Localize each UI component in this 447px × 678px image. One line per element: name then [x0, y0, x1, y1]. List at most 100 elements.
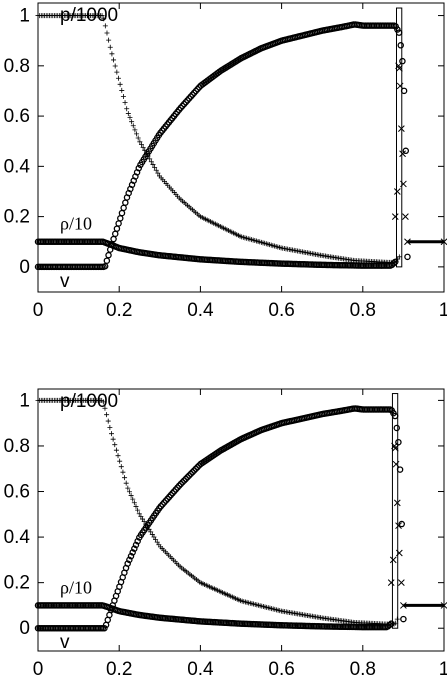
data-point: [135, 507, 141, 513]
data-point: [182, 475, 190, 483]
data-point: [393, 499, 401, 507]
data-point: [126, 489, 132, 495]
data-point: [387, 620, 395, 627]
data-point: [127, 115, 133, 121]
y-tick-label: 0: [19, 618, 30, 639]
data-point: [395, 438, 402, 446]
data-point: [102, 405, 108, 411]
x-tick-label: 0.8: [350, 300, 376, 321]
data-point: [396, 254, 402, 260]
y-tick-label: 0.4: [4, 527, 31, 548]
data-point: [124, 106, 130, 112]
data-point: [392, 23, 399, 30]
velocity-label: v: [60, 271, 70, 292]
data-point: [395, 522, 402, 530]
data-point: [395, 29, 403, 36]
data-point: [398, 125, 405, 133]
data-point: [136, 511, 142, 517]
data-point: [138, 513, 144, 519]
data-point: [109, 51, 115, 57]
data-point: [99, 13, 105, 19]
data-point: [194, 463, 201, 471]
data-point: [392, 258, 399, 266]
data-point: [192, 465, 200, 473]
y-tick-label: 0.4: [4, 156, 31, 177]
series-v: [34, 405, 407, 632]
data-point: [115, 220, 122, 227]
data-point: [105, 251, 112, 259]
data-point: [398, 579, 405, 587]
data-point: [117, 215, 124, 222]
pressure-label: p/1000: [60, 5, 118, 26]
y-tick-label: 0.2: [4, 207, 30, 228]
data-point: [120, 204, 127, 212]
x-tick-label: 0.6: [268, 659, 294, 678]
data-point: [140, 516, 146, 522]
data-point: [137, 139, 143, 145]
data-point: [106, 37, 112, 43]
y-tick-label: 0.6: [4, 482, 30, 503]
data-point: [400, 615, 407, 623]
series-ρ/10: [34, 602, 395, 631]
data-point: [107, 425, 113, 431]
x-tick-label: 0: [33, 300, 44, 321]
data-point: [130, 123, 136, 129]
shock-bar: [391, 393, 399, 629]
x-tick-label: 1: [439, 659, 447, 678]
y-tick-label: 0.2: [4, 573, 30, 594]
data-point: [112, 63, 118, 69]
density-label: ρ/10: [60, 577, 92, 597]
data-point: [389, 556, 397, 564]
data-point: [148, 159, 154, 165]
data-point: [111, 57, 117, 63]
chart-panel-top: 0 0.2 0.4 0.6 0.8 1 0 0.2 0.4 0.6 0.8 1 p/1000 ρ/10 v: [4, 2, 447, 321]
data-point: [100, 399, 106, 405]
x-tick-label: 0.6: [268, 300, 294, 321]
data-point: [107, 44, 113, 50]
data-point: [128, 492, 134, 498]
data-point: [115, 453, 121, 459]
series-v: [34, 21, 411, 271]
data-point: [124, 560, 131, 567]
data-point: [153, 167, 159, 173]
data-point: [185, 472, 193, 479]
data-point: [135, 135, 141, 141]
data-point: [132, 127, 138, 133]
data-point: [104, 30, 110, 36]
data-point: [154, 539, 160, 545]
data-point: [189, 468, 196, 476]
data-point: [399, 150, 406, 158]
data-point: [122, 475, 128, 481]
y-tick-label: 1: [19, 390, 30, 411]
data-point: [149, 531, 155, 537]
data-point: [132, 541, 140, 549]
data-point: [108, 431, 114, 437]
x-tick-label: 0.4: [187, 659, 214, 678]
x-tick-label: 0.4: [187, 300, 214, 321]
data-point: [184, 473, 191, 481]
data-point: [113, 225, 121, 232]
y-tick-label: 0: [19, 257, 30, 278]
data-point: [127, 552, 135, 560]
data-point: [180, 477, 188, 484]
data-point: [155, 170, 161, 176]
data-point: [112, 230, 119, 238]
data-point: [390, 260, 397, 267]
data-point: [391, 442, 398, 450]
data-point: [141, 519, 147, 525]
data-point: [122, 199, 129, 206]
data-point: [120, 469, 126, 475]
data-point: [140, 144, 146, 150]
x-tick-label: 0: [33, 659, 44, 678]
data-point: [395, 64, 403, 72]
data-point: [187, 470, 195, 478]
data-point: [391, 213, 399, 220]
data-point: [152, 164, 158, 170]
series-shock: [391, 62, 447, 246]
data-point: [105, 418, 111, 424]
y-tick-label: 0.6: [4, 106, 30, 127]
data-point: [133, 503, 139, 509]
data-point: [110, 436, 116, 442]
data-point: [151, 534, 157, 540]
data-point: [396, 82, 404, 90]
